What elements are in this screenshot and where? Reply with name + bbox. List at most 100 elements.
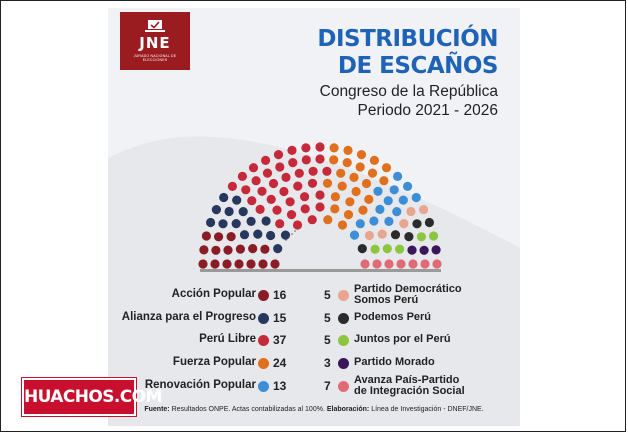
elaboration-text: Línea de Investigación - DNEF/JNE.	[369, 406, 484, 413]
seat-dot	[373, 186, 383, 196]
seat-dot	[239, 230, 250, 240]
legend-label-line-2: de Integración Social	[354, 385, 465, 397]
seat-dot	[237, 171, 247, 181]
title-line-2: DE ESCAÑOS	[337, 53, 499, 79]
seat-dot	[301, 143, 311, 153]
seat-dot	[300, 192, 310, 202]
seat-dot	[257, 186, 267, 196]
seat-dot	[307, 215, 317, 225]
seat-dot	[429, 231, 439, 241]
seat-dot	[379, 176, 389, 186]
seat-dot	[253, 229, 263, 239]
seat-dot	[355, 162, 365, 172]
seat-dot	[360, 259, 370, 269]
legend-label: Partido Morado	[354, 357, 435, 368]
elaboration-label: Elaboración:	[326, 406, 370, 413]
seat-group	[198, 142, 442, 269]
infographic-card: JNE JURADO NACIONAL DE ELECCIONES DISTRI…	[108, 8, 520, 426]
seat-dot	[377, 229, 387, 239]
seat-dot	[337, 220, 348, 230]
seat-dot	[323, 215, 333, 225]
ballot-icon	[145, 20, 165, 32]
legend-label-line-1: Podemos Perú	[354, 311, 432, 323]
legend-label: Perú Libre	[199, 333, 256, 345]
legend-label: Juntos por el Perú	[354, 334, 451, 345]
title-line-1: DISTRIBUCIÓN	[317, 26, 498, 52]
legend-label-line-1: Partido Morado	[354, 356, 435, 368]
seat-dot	[219, 192, 229, 203]
legend-swatch	[258, 290, 269, 301]
seat-dot	[395, 244, 405, 254]
seat-dot	[322, 166, 332, 176]
legend-label: Renovación Popular	[144, 379, 256, 391]
seat-dot	[389, 185, 399, 195]
seat-dot	[357, 244, 367, 254]
legend-swatch	[258, 381, 269, 392]
seat-dot	[424, 217, 434, 228]
logo-text: JNE	[139, 34, 171, 52]
legend-swatch	[338, 381, 349, 392]
seat-dot	[419, 205, 429, 215]
seat-dot	[364, 230, 374, 241]
source-label: Fuente:	[144, 406, 170, 413]
seat-dot	[199, 245, 209, 255]
seat-dot	[342, 158, 352, 168]
seat-dot	[261, 216, 271, 226]
seat-dot	[369, 155, 379, 165]
seat-dot	[419, 245, 429, 255]
seat-dot	[399, 219, 409, 229]
seat-dot	[364, 194, 374, 204]
seat-dot	[345, 197, 355, 207]
legend-swatch	[258, 313, 269, 324]
legend-seat-count: 5	[324, 288, 331, 302]
seat-dot	[232, 195, 242, 205]
seat-dot	[372, 259, 382, 269]
legend-seat-count: 5	[324, 311, 331, 325]
logo-subtext: JURADO NACIONAL DE ELECCIONES	[133, 54, 177, 62]
parliament-chart	[198, 142, 442, 272]
seat-dot	[420, 259, 430, 269]
legend-swatch	[258, 335, 269, 346]
seat-dot	[330, 192, 340, 202]
seat-dot	[398, 195, 408, 205]
seat-dot	[329, 143, 339, 153]
seat-dot	[300, 204, 310, 214]
legend-swatch	[338, 313, 349, 324]
seat-dot	[416, 232, 426, 242]
legend-label-line-1: Partido Democrático	[354, 283, 462, 295]
seat-dot	[266, 194, 276, 204]
legend-seat-count: 15	[273, 311, 287, 325]
seat-dot	[261, 155, 271, 165]
legend-swatch	[338, 290, 349, 301]
background-swoosh	[108, 136, 520, 426]
seat-dot	[293, 181, 303, 191]
seat-dot	[248, 244, 258, 254]
seat-dot	[286, 210, 297, 220]
legend-swatch	[338, 358, 349, 369]
seat-dot	[266, 230, 276, 241]
chart-baseline	[200, 269, 441, 272]
seat-dot	[294, 168, 304, 178]
source-note: Fuente: Resultados ONPE. Actas contabili…	[108, 406, 520, 413]
seat-dot	[251, 176, 261, 186]
seat-dot	[275, 219, 285, 229]
legend-label: Partido Democrático Somos Perú	[354, 284, 462, 306]
seat-dot	[272, 205, 282, 215]
seat-dot	[412, 219, 422, 229]
seat-dot	[222, 259, 232, 269]
seat-dot	[288, 158, 298, 168]
jne-logo: JNE JURADO NACIONAL DE ELECCIONES	[120, 12, 190, 70]
seat-dot	[336, 168, 346, 178]
seat-dot	[281, 172, 291, 182]
seat-dot	[211, 245, 221, 255]
seat-dot	[343, 145, 353, 155]
seat-dot	[234, 259, 244, 269]
subtitle-line-1: Congreso de la República	[319, 83, 498, 100]
seat-dot	[370, 244, 380, 254]
seat-dot	[390, 230, 401, 240]
seat-dot	[206, 217, 216, 228]
seat-dot	[356, 150, 367, 160]
seat-dot	[279, 186, 289, 197]
seat-dot	[218, 219, 228, 229]
seat-dot	[246, 259, 256, 269]
